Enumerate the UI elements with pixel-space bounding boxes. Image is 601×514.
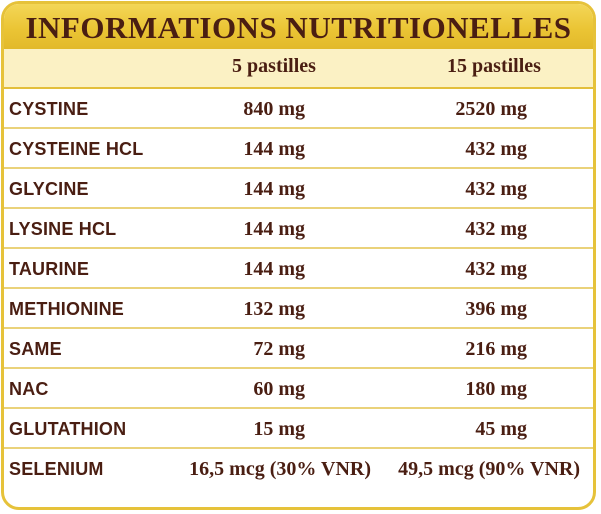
- nutrient-name: SAME: [9, 339, 62, 359]
- table-row: GLYCINE 144 mg 432 mg: [4, 169, 593, 209]
- table-row: GLUTATHION 15 mg 45 mg: [4, 409, 593, 449]
- value-15-pastilles: 432 mg: [465, 218, 527, 240]
- value-15-pastilles: 49,5 mcg (90% VNR): [398, 458, 580, 480]
- nutrient-name: TAURINE: [9, 259, 90, 279]
- value-15-pastilles: 396 mg: [465, 298, 527, 320]
- title-bar: INFORMATIONS NUTRITIONELLES: [4, 4, 593, 50]
- nutrient-name: METHIONINE: [9, 299, 125, 319]
- nutrient-name: CYSTEINE HCL: [9, 139, 144, 159]
- table-row: CYSTEINE HCL 144 mg 432 mg: [4, 129, 593, 169]
- value-5-pastilles: 144 mg: [243, 258, 305, 280]
- value-15-pastilles: 180 mg: [465, 378, 527, 400]
- value-5-pastilles: 132 mg: [243, 298, 305, 320]
- value-5-pastilles: 144 mg: [243, 138, 305, 160]
- value-5-pastilles: 15 mg: [253, 418, 305, 440]
- column-header-5-pastilles: 5 pastilles: [232, 55, 316, 77]
- value-5-pastilles: 840 mg: [243, 98, 305, 120]
- table-row: SELENIUM 16,5 mcg (30% VNR) 49,5 mcg (90…: [4, 449, 593, 489]
- value-5-pastilles: 72 mg: [253, 338, 305, 360]
- value-15-pastilles: 45 mg: [475, 418, 527, 440]
- table-row: NAC 60 mg 180 mg: [4, 369, 593, 409]
- table-row: CYSTINE 840 mg 2520 mg: [4, 89, 593, 129]
- table-row: LYSINE HCL 144 mg 432 mg: [4, 209, 593, 249]
- value-5-pastilles: 60 mg: [253, 378, 305, 400]
- value-5-pastilles: 16,5 mcg (30% VNR): [189, 458, 371, 480]
- value-15-pastilles: 432 mg: [465, 138, 527, 160]
- value-5-pastilles: 144 mg: [243, 218, 305, 240]
- panel-title: INFORMATIONS NUTRITIONELLES: [25, 9, 572, 45]
- nutrient-name: NAC: [9, 379, 49, 399]
- nutrition-table-body: CYSTINE 840 mg 2520 mg CYSTEINE HCL 144 …: [4, 89, 593, 489]
- value-15-pastilles: 432 mg: [465, 178, 527, 200]
- nutrient-name: LYSINE HCL: [9, 219, 117, 239]
- table-row: TAURINE 144 mg 432 mg: [4, 249, 593, 289]
- nutrient-name: SELENIUM: [9, 459, 104, 479]
- table-row: SAME 72 mg 216 mg: [4, 329, 593, 369]
- table-row: METHIONINE 132 mg 396 mg: [4, 289, 593, 329]
- nutrient-name: CYSTINE: [9, 99, 89, 119]
- value-15-pastilles: 432 mg: [465, 258, 527, 280]
- column-header-row: 5 pastilles 15 pastilles: [4, 49, 593, 89]
- value-5-pastilles: 144 mg: [243, 178, 305, 200]
- nutrient-name: GLYCINE: [9, 179, 89, 199]
- value-15-pastilles: 2520 mg: [455, 98, 527, 120]
- column-header-15-pastilles: 15 pastilles: [447, 55, 541, 77]
- value-15-pastilles: 216 mg: [465, 338, 527, 360]
- nutrient-name: GLUTATHION: [9, 419, 127, 439]
